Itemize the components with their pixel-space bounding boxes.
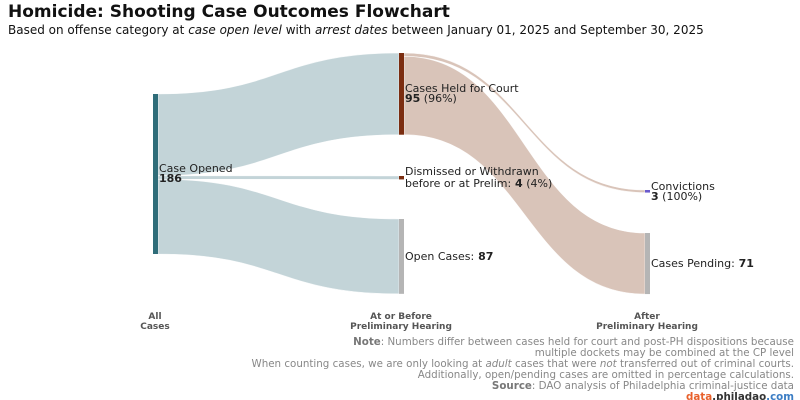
stage-label: All Cases [140, 312, 170, 332]
stage-label: After Preliminary Hearing [596, 312, 698, 332]
node-label-openc: Open Cases: 87 [405, 250, 493, 263]
source-label: Source [491, 380, 532, 392]
node-open [153, 94, 158, 254]
node-dism [399, 176, 404, 180]
brand-part: .com [766, 391, 794, 400]
note-text: not [599, 358, 617, 370]
subtitle-text: with [281, 23, 315, 37]
flow-open-openc [157, 178, 400, 295]
chart-subtitle: Based on offense category at case open l… [8, 23, 704, 37]
brand-link[interactable]: data.philadao.com [252, 392, 794, 400]
flow-open-held [157, 52, 400, 177]
chart-notes: Note: Numbers differ between cases held … [252, 337, 794, 400]
flow-open-dism [157, 175, 400, 180]
note-label: Note [353, 336, 381, 348]
note-text: adult [485, 358, 512, 370]
note-text: : Numbers differ between cases held for … [380, 336, 794, 348]
note-text: Additionally, open/pending cases are omi… [417, 369, 794, 381]
subtitle-text: Based on offense category at [8, 23, 189, 37]
node-label-open: Case Opened 186 [159, 162, 233, 185]
node-label-conv: Convictions 3 (100%) [651, 180, 715, 203]
brand-part: .philadao [712, 391, 767, 400]
brand-part: data [685, 391, 713, 400]
node-held [399, 53, 404, 135]
node-label-held: Cases Held for Court 95 (96%) [405, 82, 519, 105]
node-conv [645, 190, 650, 193]
node-label-pend: Cases Pending: 71 [651, 257, 754, 270]
node-openc [399, 219, 404, 294]
subtitle-emphasis: arrest dates [314, 23, 388, 37]
note-text: multiple dockets may be combined at the … [534, 347, 794, 359]
node-pend [645, 233, 650, 295]
stage-label: At or Before Preliminary Hearing [350, 312, 452, 332]
note-text: When counting cases, we are only looking… [251, 358, 486, 370]
subtitle-emphasis: case open level [188, 23, 282, 37]
chart-title: Homicide: Shooting Case Outcomes Flowcha… [8, 2, 450, 22]
flow-held-conv [403, 52, 646, 193]
note-text: cases that were [511, 358, 600, 370]
subtitle-text: between January 01, 2025 and September 3… [387, 23, 704, 37]
node-label-dism: Dismissed or Withdrawn before or at Preli… [405, 165, 552, 190]
note-text: transferred out of criminal courts. [616, 358, 794, 370]
source-text: : DAO analysis of Philadelphia criminal-… [531, 380, 794, 392]
